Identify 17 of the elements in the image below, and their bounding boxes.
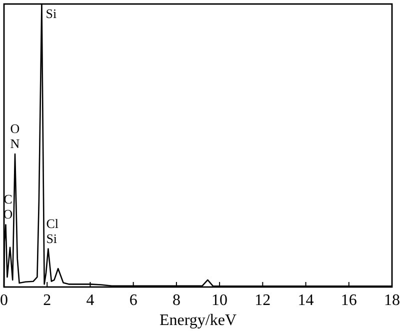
annotation: Si (46, 6, 57, 21)
x-tick-label: 16 (340, 292, 357, 309)
annotation: Cl (46, 216, 59, 231)
x-tick-label: 2 (43, 292, 52, 309)
annotation: Si (46, 230, 58, 246)
x-tick-label: 14 (298, 292, 314, 309)
x-tick-label: 12 (254, 292, 271, 309)
x-tick-label: 6 (129, 292, 138, 309)
x-tick-label: 0 (0, 292, 8, 309)
x-tick-label: 10 (212, 292, 228, 309)
annotation: N (10, 136, 20, 151)
x-axis-title: Energy/keV (159, 312, 237, 329)
x-tick-label: 8 (172, 292, 180, 309)
annotation: O (10, 120, 20, 136)
x-tick-label: 18 (384, 292, 400, 309)
x-tick-label: 4 (86, 292, 94, 309)
annotation: C (4, 192, 12, 207)
